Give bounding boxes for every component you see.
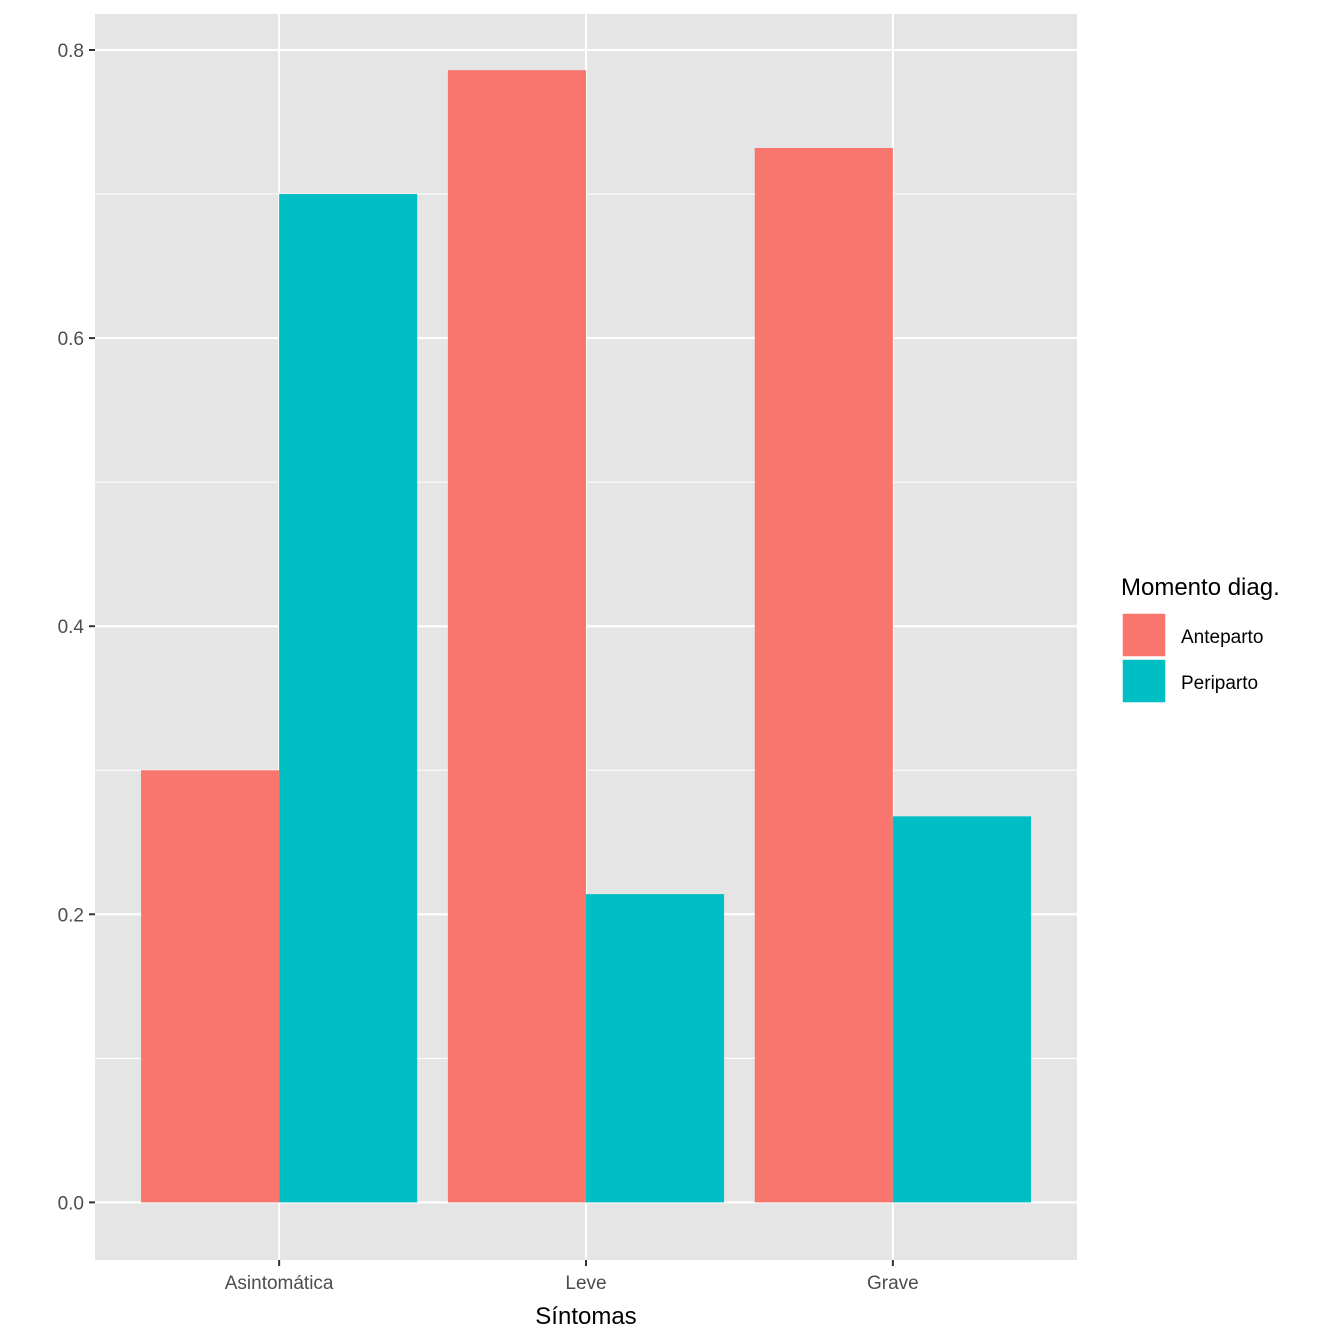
y-tick-label: 0.6: [58, 329, 84, 350]
legend-title: Momento diag.: [1121, 574, 1280, 601]
bar-periparto-0: [279, 194, 418, 1203]
bar-anteparto-1: [447, 70, 586, 1203]
y-tick-label: 0.2: [58, 905, 84, 926]
bar-anteparto-2: [754, 147, 893, 1203]
legend-key-anteparto: [1121, 612, 1167, 658]
x-axis-title: Síntomas: [535, 1303, 636, 1330]
bar-periparto-1: [586, 894, 725, 1203]
bar-anteparto-0: [141, 770, 280, 1203]
legend: Momento diag. Anteparto Periparto: [1121, 574, 1280, 704]
legend-label: Periparto: [1181, 673, 1258, 694]
x-tick-label: Asintomática: [225, 1273, 334, 1294]
legend-label: Anteparto: [1181, 627, 1263, 648]
x-tick-label: Grave: [867, 1273, 919, 1294]
bar-periparto-2: [892, 816, 1031, 1203]
y-tick-label: 0.8: [58, 41, 84, 62]
y-tick-label: 0.4: [58, 617, 85, 638]
y-tick-label: 0.0: [58, 1193, 84, 1214]
x-tick-label: Leve: [565, 1273, 606, 1294]
legend-key-periparto: [1121, 658, 1167, 704]
